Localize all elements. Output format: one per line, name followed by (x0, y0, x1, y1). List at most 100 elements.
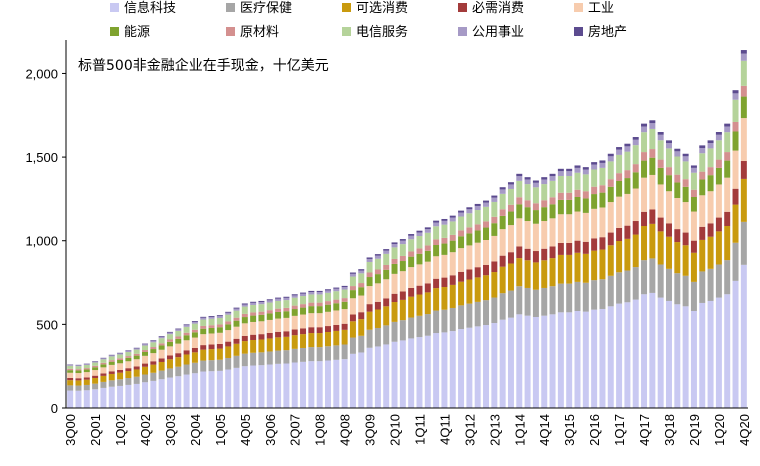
bar-segment (641, 177, 648, 212)
bar-segment (83, 369, 90, 373)
bar-segment (674, 174, 681, 183)
bar-stack (557, 168, 564, 408)
bar-stack (300, 292, 307, 408)
x-tick-label: 1Q11 (412, 414, 427, 445)
bar-segment (366, 347, 373, 408)
bar-segment (732, 280, 739, 408)
legend-swatch (342, 27, 351, 36)
bar-segment (324, 346, 331, 361)
bar-segment (641, 160, 648, 178)
bar-segment (690, 310, 697, 408)
bar-segment (674, 229, 681, 243)
bar-segment (665, 167, 672, 176)
x-tick-label: 3Q18 (662, 414, 677, 446)
bar-segment (83, 377, 90, 380)
bar-segment (524, 315, 531, 408)
bar-segment (275, 350, 282, 364)
bar-segment (333, 299, 340, 304)
bar-stack (158, 336, 165, 408)
bar-segment (300, 304, 307, 308)
bar-segment (308, 327, 315, 334)
bar-segment (674, 304, 681, 408)
bar-segment (466, 209, 473, 214)
bar-segment (300, 293, 307, 297)
bar-segment (441, 309, 448, 333)
bar-segment (200, 319, 207, 326)
bar-segment (433, 310, 440, 334)
bar-segment (699, 195, 706, 227)
bar-segment (241, 304, 248, 307)
bar-segment (441, 254, 448, 278)
bar-segment (441, 237, 448, 244)
legend-swatch (342, 3, 351, 12)
bar-segment (582, 241, 589, 254)
bar-segment (75, 390, 82, 408)
bar-segment (324, 289, 331, 291)
bar-stack (591, 162, 598, 408)
bar-segment (250, 302, 257, 305)
bar-segment (108, 386, 115, 408)
bar-stack (316, 290, 323, 408)
bar-segment (233, 367, 240, 408)
bar-segment (67, 368, 74, 371)
bar-segment (366, 258, 373, 262)
legend-item: 可选消费 (342, 1, 408, 16)
bar-segment (607, 186, 614, 203)
bar-segment (641, 294, 648, 408)
bar-segment (532, 317, 539, 408)
bar-segment (557, 312, 564, 408)
bar-segment (133, 359, 140, 367)
bar-segment (358, 312, 365, 320)
bar-segment (366, 311, 373, 330)
bar-segment (391, 302, 398, 322)
x-tick-label: 2Q19 (687, 414, 702, 446)
bar-segment (250, 321, 257, 335)
legend-label: 必需消费 (472, 1, 524, 16)
bar-segment (92, 370, 99, 376)
bar-segment (225, 314, 232, 322)
bar-segment (424, 335, 431, 408)
bar-segment (740, 178, 747, 222)
bar-segment (283, 331, 290, 337)
bar-segment (275, 300, 282, 309)
bar-segment (416, 248, 423, 254)
bar-segment (507, 182, 514, 185)
bar-segment (233, 317, 240, 321)
bar-stack (724, 123, 731, 408)
bar-stack (732, 90, 739, 408)
bar-segment (75, 385, 82, 391)
bar-segment (117, 385, 124, 408)
bar-segment (117, 359, 124, 364)
bar-segment (125, 357, 132, 362)
bar-segment (391, 244, 398, 248)
x-tick-label: 2Q04 (188, 414, 203, 446)
bar-stack (599, 160, 606, 408)
bar-segment (142, 350, 149, 352)
bar-segment (599, 185, 606, 193)
bar-segment (566, 171, 573, 176)
bar-segment (483, 325, 490, 408)
bar-segment (416, 285, 423, 295)
bar-segment (591, 186, 598, 195)
bar-stack (333, 287, 340, 408)
bar-segment (582, 198, 589, 213)
bar-segment (541, 179, 548, 185)
bar-segment (258, 321, 265, 335)
bar-stack (466, 207, 473, 408)
bar-segment (574, 240, 581, 253)
bar-segment (674, 182, 681, 198)
bar-segment (291, 362, 298, 408)
bar-segment (715, 184, 722, 218)
bar-segment (599, 308, 606, 408)
bar-stack (483, 200, 490, 408)
bar-segment (158, 336, 165, 339)
bar-segment (682, 186, 689, 203)
bar-segment (374, 254, 381, 256)
bar-segment (657, 264, 664, 298)
bar-segment (466, 279, 473, 304)
bar-segment (524, 248, 531, 261)
bar-segment (474, 326, 481, 408)
bar-segment (175, 336, 182, 339)
bar-segment (499, 319, 506, 408)
legend-item: 信息科技 (110, 0, 176, 16)
